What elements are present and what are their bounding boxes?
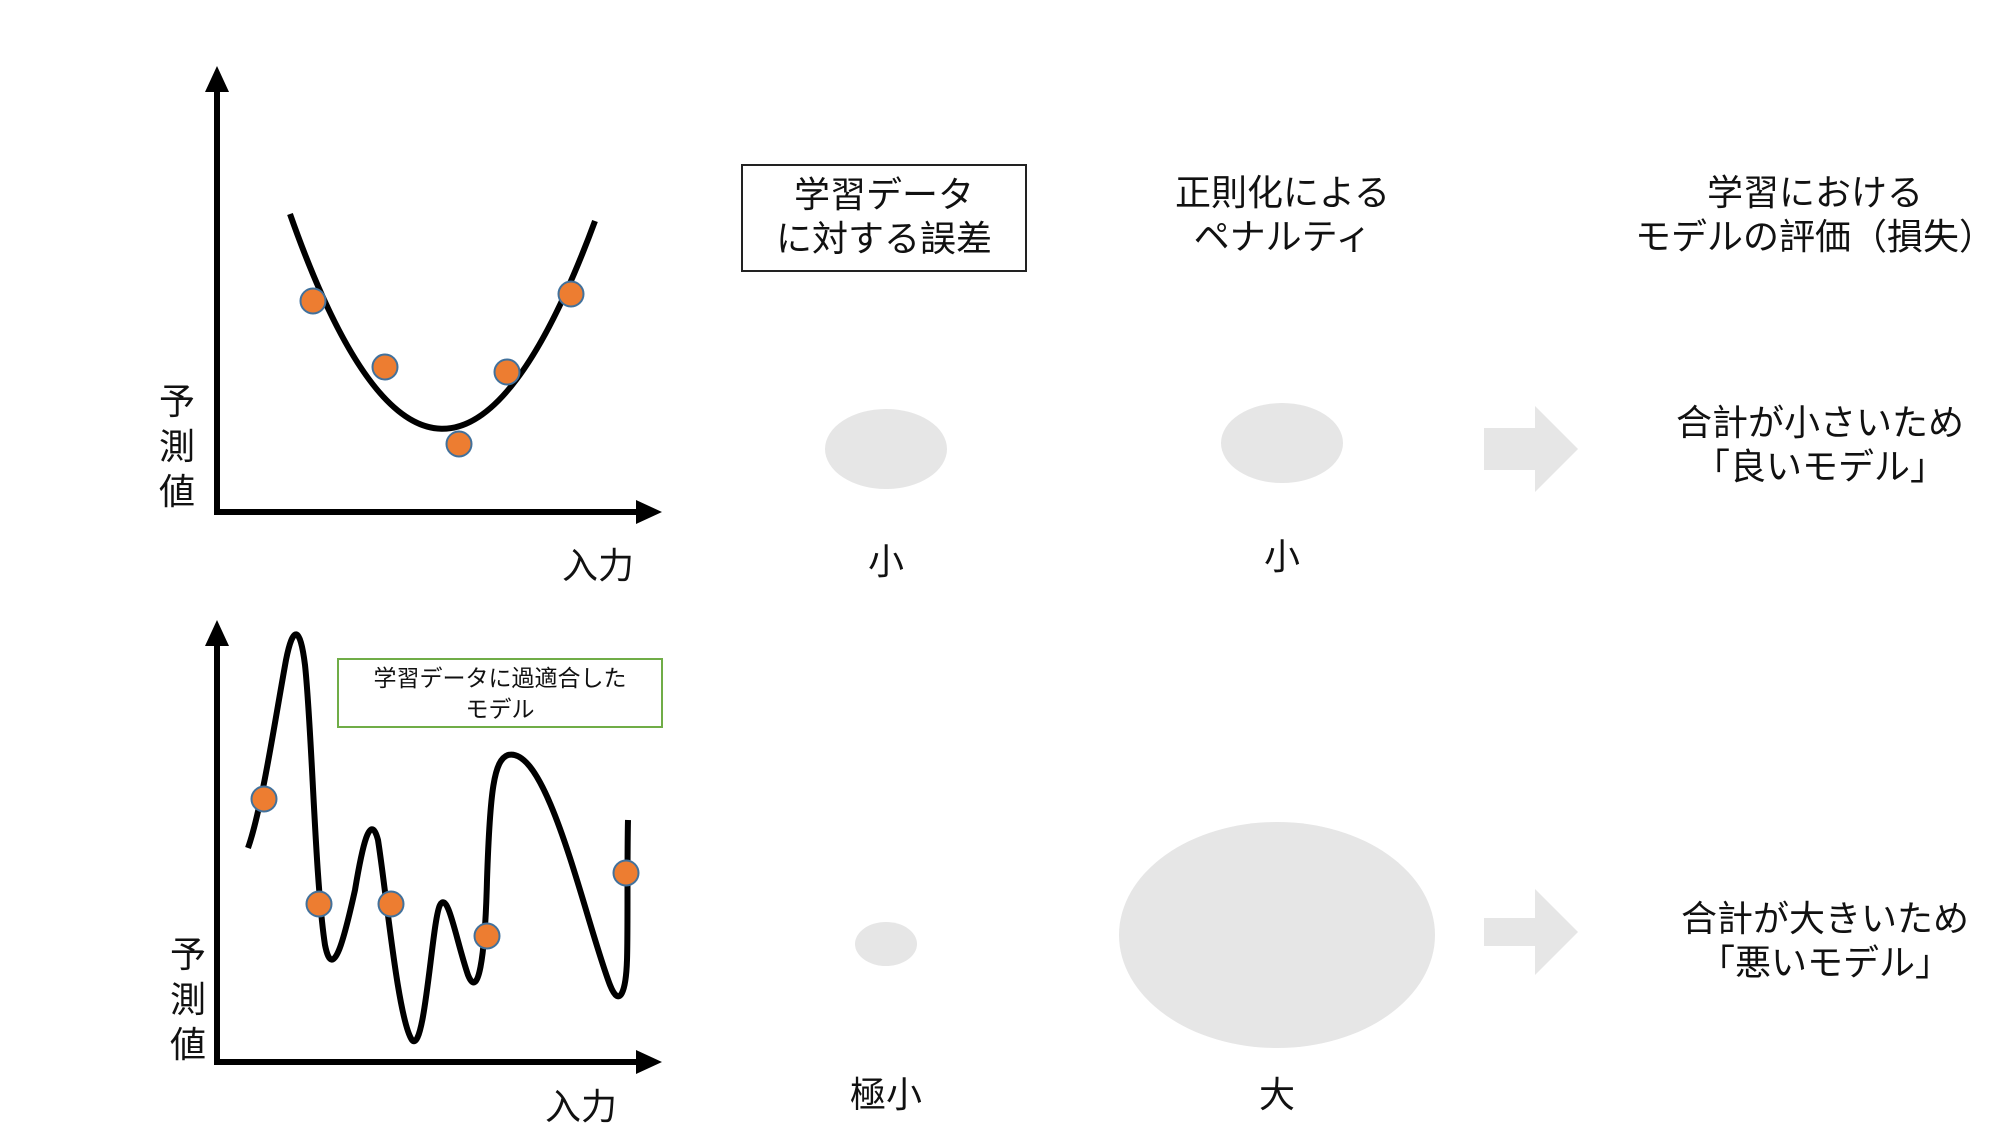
top-result: 合計が小さいため 「良いモデル」 — [1640, 402, 2000, 490]
loss-header: 学習における モデルの評価（損失） — [1630, 172, 2000, 260]
top-data-point — [299, 287, 327, 315]
bottom-right-arrow — [1484, 889, 1578, 975]
bottom-result-line-1: 合計が大きいため — [1680, 899, 1969, 940]
bottom-data-point — [473, 922, 501, 950]
top-x-axis-arrowhead — [636, 500, 662, 524]
overfit-callout-line-2: モデル — [465, 697, 535, 724]
top-penalty-size-label: 小 — [1263, 537, 1300, 578]
bottom-data-point — [305, 890, 333, 918]
error-header-line-2: に対する誤差 — [775, 218, 992, 260]
bottom-result-line-2: 「悪いモデル」 — [1698, 942, 1951, 984]
top-error-bubble — [825, 409, 947, 489]
error-header: 学習データ に対する誤差 — [741, 164, 1027, 272]
penalty-header-line-2: ペナルティ — [1193, 216, 1372, 258]
loss-header-line-1: 学習における — [1706, 173, 1923, 214]
bottom-x-axis-arrowhead — [636, 1050, 662, 1074]
top-penalty-bubble — [1221, 403, 1343, 483]
bottom-data-point — [250, 785, 278, 813]
bottom-data-point — [377, 890, 405, 918]
top-plot — [205, 66, 662, 524]
bottom-error-size-label: 極小 — [849, 1075, 922, 1116]
top-data-point — [493, 358, 521, 386]
bottom-data-point — [612, 859, 640, 887]
top-error-size-label: 小 — [867, 542, 904, 583]
penalty-header-line-1: 正則化による — [1175, 173, 1390, 214]
bottom-y-axis-label: 予 測 値 — [169, 935, 206, 1066]
bottom-plot — [205, 620, 663, 1074]
top-data-point — [445, 430, 473, 458]
overfit-callout-line-1: 学習データに過適合した — [373, 666, 627, 692]
top-y-axis-arrowhead — [205, 66, 229, 92]
top-result-line-1: 合計が小さいため — [1675, 403, 1964, 444]
bottom-x-axis-label: 入力 — [545, 1087, 618, 1128]
top-result-line-2: 「良いモデル」 — [1693, 446, 1946, 488]
bottom-y-axis-arrowhead — [205, 620, 229, 646]
top-data-point — [557, 280, 585, 308]
bottom-penalty-size-label: 大 — [1258, 1075, 1295, 1116]
bottom-error-bubble — [855, 922, 917, 966]
top-data-point — [371, 353, 399, 381]
overfit-callout: 学習データに過適合した モデル — [337, 658, 663, 728]
top-y-axis-label: 予 測 値 — [158, 382, 195, 513]
top-fit-curve — [287, 213, 598, 432]
bottom-penalty-bubble — [1119, 822, 1435, 1048]
bottom-result: 合計が大きいため 「悪いモデル」 — [1650, 898, 2000, 986]
top-right-arrow — [1484, 406, 1578, 492]
bottom-overfit-curve — [245, 631, 631, 1045]
error-header-line-1: 学習データ — [793, 175, 974, 216]
loss-header-line-2: モデルの評価（損失） — [1634, 216, 1995, 258]
top-x-axis-label: 入力 — [562, 546, 635, 587]
penalty-header: 正則化による ペナルティ — [1140, 172, 1425, 260]
